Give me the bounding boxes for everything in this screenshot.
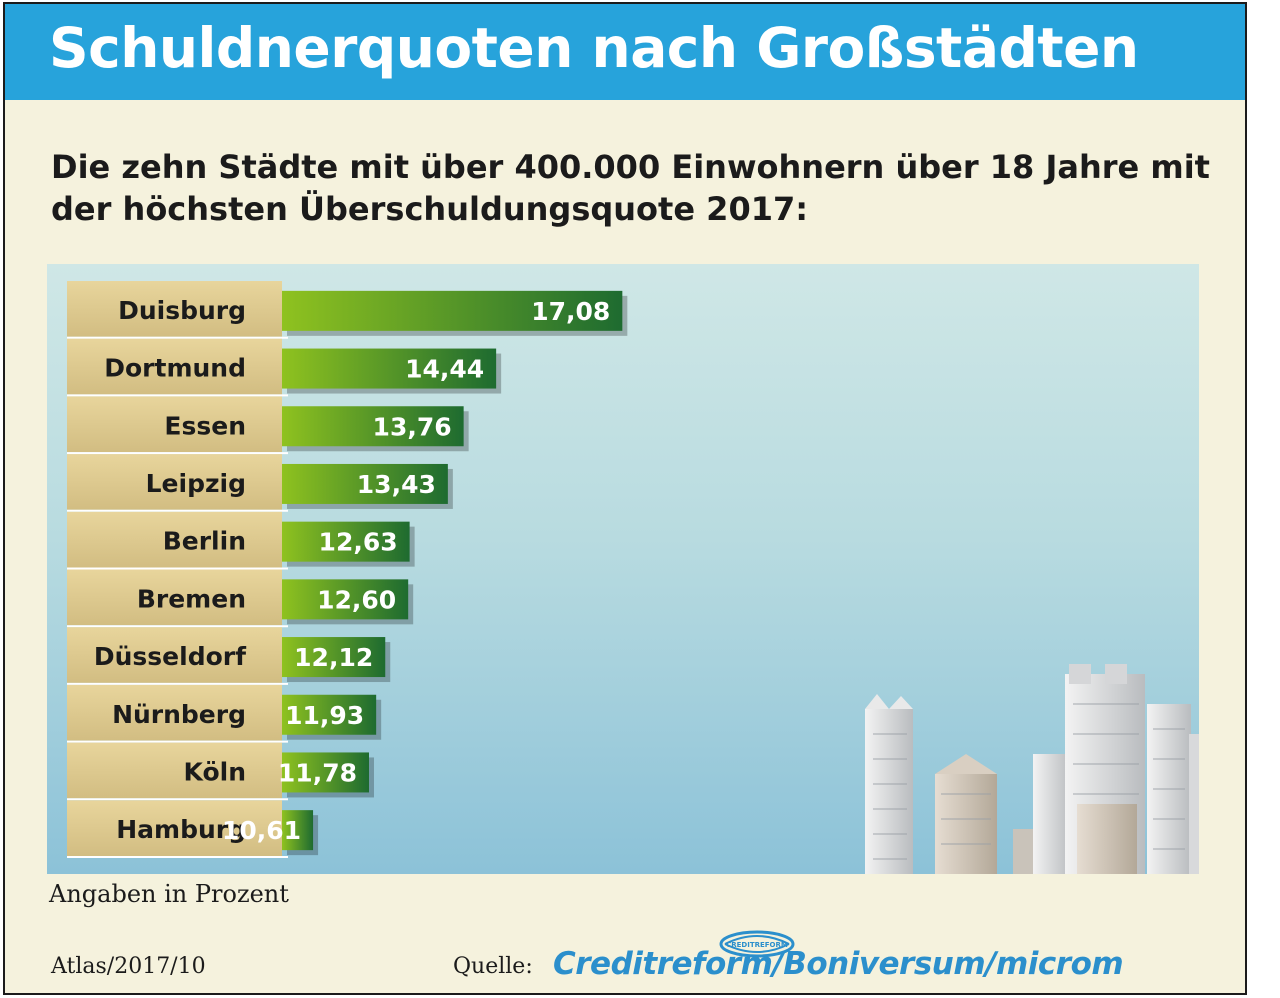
category-label: Duisburg — [118, 296, 246, 325]
plot-area: Duisburg 17,08 Dortmund 14,44 Essen 13,76 Leip… — [47, 264, 1199, 874]
chart-subtitle: Die zehn Städte mit über 400.000 Einwohn… — [51, 148, 1210, 228]
value-label: 17,08 — [531, 297, 610, 326]
category-label: Nürnberg — [112, 700, 246, 729]
category-cell — [67, 569, 282, 626]
bar — [282, 463, 448, 504]
value-label: 11,93 — [285, 701, 364, 730]
bar — [282, 752, 369, 793]
category-label: Hamburg — [116, 815, 246, 844]
unit-note: Angaben in Prozent — [49, 880, 289, 908]
category-cell — [67, 627, 282, 683]
source-name: Creditreform/Boniversum/microm — [553, 946, 1124, 982]
city-skyline-illustration — [865, 664, 1199, 874]
category-cell — [67, 281, 282, 337]
bar — [282, 810, 314, 851]
infographic-frame: Schuldnerquoten nach Großstädten Die zeh… — [3, 2, 1247, 995]
category-cell — [67, 684, 282, 741]
bar-rows: Duisburg 17,08 Dortmund 14,44 Essen 13,76 Leip… — [67, 281, 628, 858]
bar — [282, 290, 623, 331]
svg-text:CREDITREFORM: CREDITREFORM — [726, 941, 788, 949]
atlas-reference: Atlas/2017/10 — [51, 954, 206, 979]
creditreform-logo: CREDITREFORM — [719, 930, 795, 958]
category-cell — [67, 742, 282, 799]
value-label: 12,60 — [317, 585, 396, 614]
bar — [282, 637, 386, 678]
category-cell — [67, 511, 282, 568]
category-label: Berlin — [163, 527, 246, 556]
value-label: 12,12 — [294, 643, 373, 672]
category-cell — [67, 338, 282, 395]
value-label: 14,44 — [405, 355, 484, 384]
bar-chart: Duisburg 17,08 Dortmund 14,44 Essen 13,76 Leip… — [67, 281, 1199, 874]
value-label: 12,63 — [319, 528, 398, 557]
source-label: Quelle: — [453, 954, 533, 979]
title-banner: Schuldnerquoten nach Großstädten — [5, 4, 1245, 100]
category-label: Dortmund — [104, 354, 246, 383]
bar — [282, 521, 410, 562]
value-label: 13,76 — [373, 412, 452, 441]
bar — [282, 579, 409, 620]
category-cell — [67, 396, 282, 453]
category-label: Essen — [164, 411, 246, 440]
value-label: 10,61 — [222, 816, 301, 845]
category-label: Bremen — [137, 584, 246, 613]
bar — [282, 694, 377, 735]
category-cell — [67, 800, 282, 856]
category-label: Düsseldorf — [94, 642, 247, 671]
bar — [282, 348, 497, 389]
category-cell — [67, 454, 282, 510]
value-label: 11,78 — [278, 758, 357, 787]
category-label: Köln — [184, 757, 246, 786]
value-label: 13,43 — [357, 470, 436, 499]
chart-title: Schuldnerquoten nach Großstädten — [49, 16, 1139, 80]
category-label: Leipzig — [146, 469, 246, 498]
bar — [282, 406, 464, 447]
